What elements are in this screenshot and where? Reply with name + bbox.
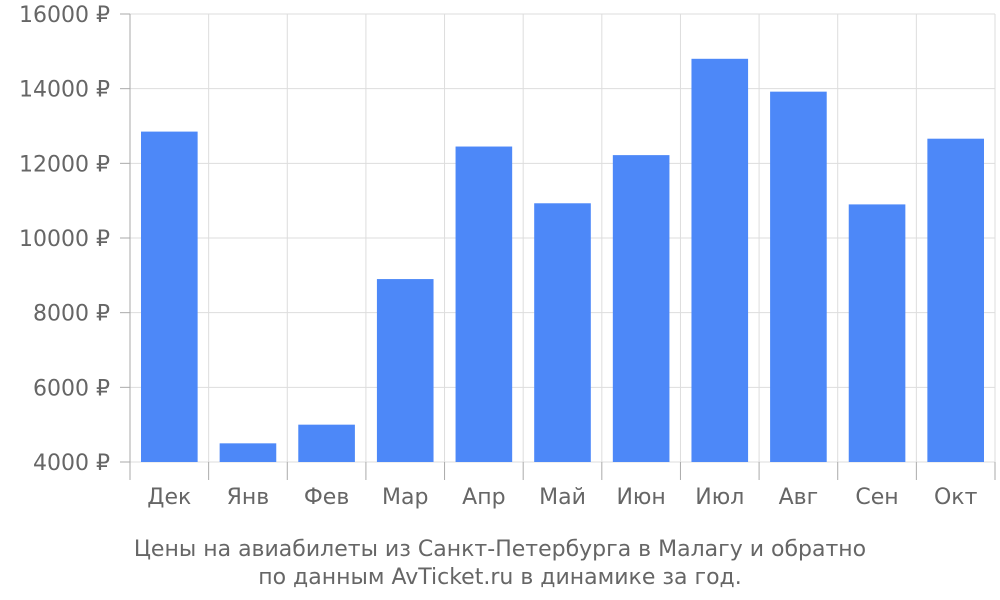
- x-tick-label: Окт: [934, 485, 978, 510]
- bar-5: [455, 146, 513, 463]
- y-tick-label: 14000 ₽: [19, 78, 110, 103]
- bar-10: [848, 204, 906, 462]
- y-tick-label: 4000 ₽: [33, 451, 110, 476]
- bar-11: [927, 138, 984, 462]
- y-tick-labels: 4000 ₽ 6000 ₽ 8000 ₽ 10000 ₽ 12000 ₽ 14000 ₽ 1…: [19, 3, 110, 476]
- x-tick-label: Дек: [147, 485, 191, 510]
- x-tick-label: Июл: [695, 485, 744, 510]
- y-tick-label: 10000 ₽: [19, 227, 110, 252]
- x-tick-label: Май: [539, 485, 586, 510]
- bar-4: [376, 279, 434, 462]
- x-tick-labels: Дек Янв Фев Мар Апр Май Июн Июл Авг Сен Окт: [147, 485, 977, 510]
- grid-lines: [129, 13, 996, 463]
- bar-9: [770, 91, 827, 463]
- x-tick-label: Июн: [616, 485, 665, 510]
- y-tick-label: 12000 ₽: [19, 152, 110, 177]
- bar-2: [219, 443, 277, 462]
- y-tick-label: 6000 ₽: [33, 376, 110, 401]
- x-tick-label: Сен: [855, 485, 898, 510]
- bar-7: [612, 155, 670, 462]
- x-tick-label: Авг: [779, 485, 819, 510]
- y-tick-label: 8000 ₽: [33, 302, 110, 327]
- bars: [141, 58, 984, 463]
- chart-caption-line-2: по данным AvTicket.ru в динамике за год.: [258, 565, 742, 590]
- bar-1: [141, 131, 198, 462]
- x-tick-label: Апр: [462, 485, 505, 510]
- x-tick-label: Янв: [227, 485, 270, 510]
- axes: [120, 13, 996, 480]
- x-tick-label: Мар: [382, 485, 428, 510]
- y-tick-label: 16000 ₽: [19, 3, 110, 28]
- bar-6: [534, 203, 591, 462]
- x-tick-label: Фев: [304, 485, 349, 510]
- bar-3: [298, 424, 355, 462]
- chart-caption-line-1: Цены на авиабилеты из Санкт-Петербурга в…: [134, 537, 866, 562]
- bar-8: [691, 58, 749, 463]
